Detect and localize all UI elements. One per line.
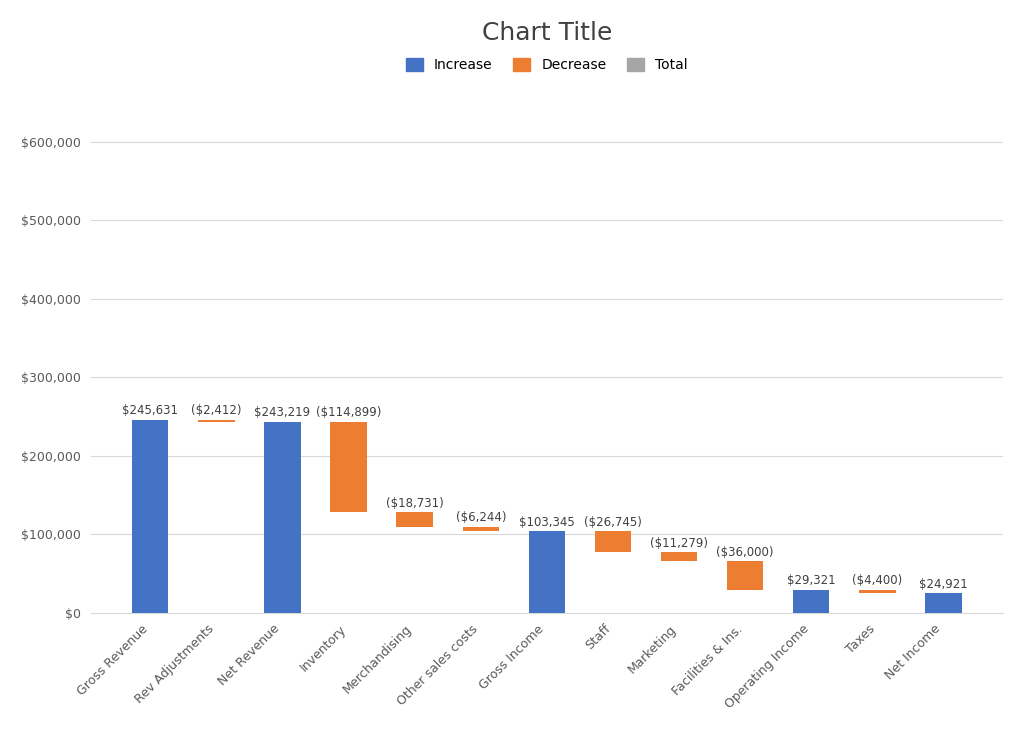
Text: $243,219: $243,219 — [254, 406, 310, 419]
Text: $245,631: $245,631 — [122, 404, 178, 417]
Bar — [926, 593, 962, 613]
Text: $103,345: $103,345 — [519, 516, 574, 529]
Bar — [660, 553, 697, 561]
Text: ($11,279): ($11,279) — [650, 537, 708, 550]
Text: ($6,244): ($6,244) — [456, 511, 506, 524]
Bar — [859, 589, 896, 593]
Bar — [794, 589, 829, 613]
Bar — [528, 531, 565, 613]
Text: ($114,899): ($114,899) — [315, 406, 381, 419]
Text: ($2,412): ($2,412) — [191, 404, 242, 417]
Bar — [132, 419, 168, 613]
Text: $24,921: $24,921 — [920, 578, 968, 591]
Text: ($36,000): ($36,000) — [717, 546, 774, 559]
Title: Chart Title: Chart Title — [481, 20, 612, 45]
Text: ($4,400): ($4,400) — [852, 574, 902, 587]
Bar — [396, 512, 433, 526]
Bar — [264, 422, 301, 613]
Bar — [199, 419, 234, 422]
Text: $29,321: $29,321 — [787, 574, 836, 587]
Bar — [463, 526, 499, 531]
Bar — [595, 531, 631, 553]
Bar — [331, 422, 367, 512]
Bar — [727, 561, 763, 589]
Legend: Increase, Decrease, Total: Increase, Decrease, Total — [407, 59, 687, 72]
Text: ($26,745): ($26,745) — [584, 516, 642, 529]
Text: ($18,731): ($18,731) — [386, 496, 443, 509]
